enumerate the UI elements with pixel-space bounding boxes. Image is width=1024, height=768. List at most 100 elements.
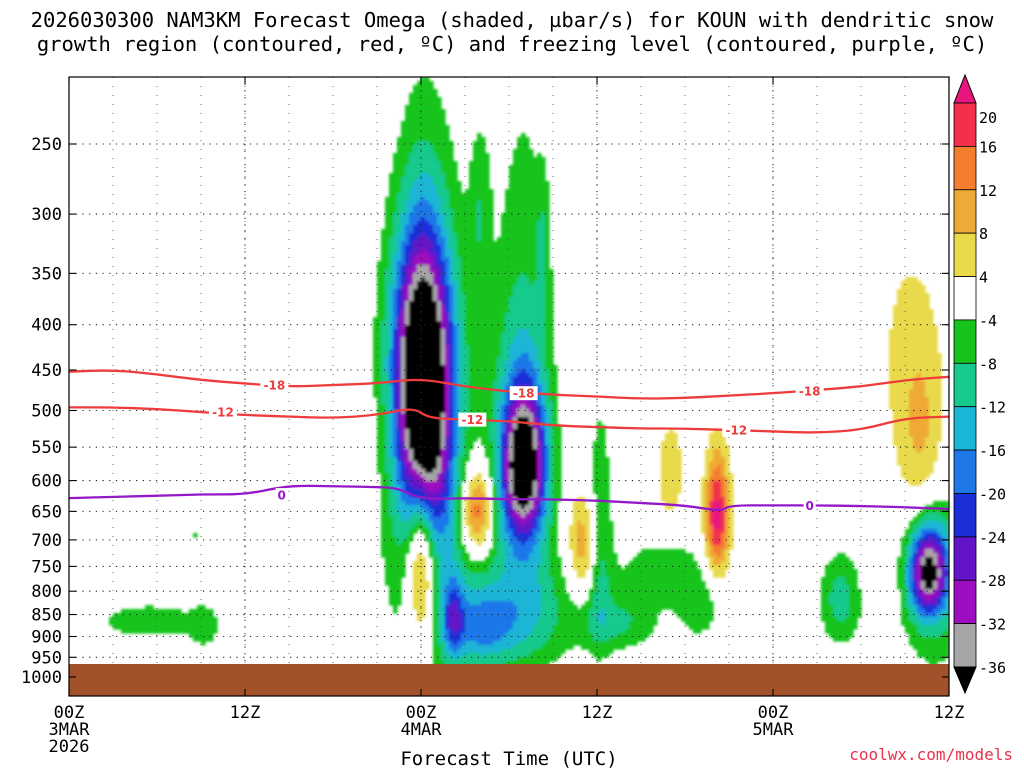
omega-cell — [505, 209, 510, 214]
omega-cell — [509, 281, 514, 286]
omega-cell — [381, 317, 386, 322]
omega-cell — [913, 353, 918, 358]
omega-cell — [509, 309, 514, 314]
omega-cell — [481, 353, 486, 358]
omega-cell — [461, 433, 466, 438]
omega-cell — [541, 249, 546, 254]
omega-cell — [905, 425, 910, 430]
omega-cell — [405, 173, 410, 178]
omega-cell — [413, 245, 418, 250]
omega-cell — [529, 165, 534, 170]
omega-cell — [469, 373, 474, 378]
omega-cell — [469, 349, 474, 354]
omega-cell — [677, 473, 682, 478]
omega-cell — [409, 373, 414, 378]
omega-cell — [481, 485, 486, 490]
omega-cell — [605, 473, 610, 478]
omega-cell — [445, 433, 450, 438]
omega-cell — [925, 385, 930, 390]
omega-cell — [505, 377, 510, 382]
omega-cell — [413, 281, 418, 286]
omega-cell — [553, 405, 558, 410]
omega-cell — [909, 425, 914, 430]
omega-cell — [917, 333, 922, 338]
omega-cell — [537, 201, 542, 206]
omega-cell — [481, 149, 486, 154]
omega-cell — [541, 229, 546, 234]
omega-cell — [413, 337, 418, 342]
omega-cell — [417, 225, 422, 230]
omega-cell — [537, 365, 542, 370]
omega-cell — [481, 409, 486, 414]
omega-cell — [661, 473, 666, 478]
omega-cell — [445, 449, 450, 454]
omega-cell — [541, 489, 546, 494]
omega-cell — [393, 421, 398, 426]
omega-cell — [897, 401, 902, 406]
omega-cell — [933, 449, 938, 454]
omega-cell — [541, 273, 546, 278]
omega-cell — [509, 185, 514, 190]
omega-cell — [405, 209, 410, 214]
omega-cell — [449, 181, 454, 186]
omega-cell — [389, 245, 394, 250]
omega-cell — [441, 309, 446, 314]
omega-cell — [457, 505, 462, 510]
omega-cell — [429, 117, 434, 122]
omega-cell — [473, 285, 478, 290]
omega-cell — [913, 345, 918, 350]
omega-cell — [465, 513, 470, 518]
omega-cell — [497, 325, 502, 330]
omega-cell — [425, 233, 430, 238]
omega-cell — [429, 325, 434, 330]
omega-cell — [389, 233, 394, 238]
omega-cell — [481, 305, 486, 310]
omega-cell — [925, 365, 930, 370]
omega-cell — [497, 433, 502, 438]
omega-cell — [545, 241, 550, 246]
omega-cell — [437, 105, 442, 110]
omega-cell — [397, 333, 402, 338]
omega-cell — [429, 113, 434, 118]
omega-cell — [469, 437, 474, 442]
omega-cell — [529, 257, 534, 262]
omega-cell — [509, 365, 514, 370]
omega-cell — [521, 245, 526, 250]
omega-cell — [529, 313, 534, 318]
omega-cell — [553, 513, 558, 518]
omega-cell — [917, 429, 922, 434]
omega-cell — [425, 201, 430, 206]
omega-cell — [525, 361, 530, 366]
omega-cell — [537, 245, 542, 250]
omega-cell — [441, 409, 446, 414]
omega-cell — [517, 329, 522, 334]
omega-cell — [401, 285, 406, 290]
omega-cell — [389, 405, 394, 410]
omega-cell — [409, 213, 414, 218]
omega-cell — [385, 361, 390, 366]
omega-cell — [901, 453, 906, 458]
omega-cell — [505, 229, 510, 234]
omega-cell — [393, 473, 398, 478]
omega-cell — [461, 337, 466, 342]
omega-cell — [905, 453, 910, 458]
omega-cell — [449, 389, 454, 394]
omega-cell — [477, 185, 482, 190]
omega-cell — [893, 377, 898, 382]
omega-cell — [545, 357, 550, 362]
omega-cell — [441, 177, 446, 182]
omega-cell — [405, 293, 410, 298]
omega-cell — [393, 249, 398, 254]
omega-cell — [461, 249, 466, 254]
omega-cell — [477, 245, 482, 250]
omega-cell — [461, 461, 466, 466]
omega-cell — [597, 477, 602, 482]
omega-cell — [453, 325, 458, 330]
omega-cell — [517, 513, 522, 518]
omega-cell — [497, 521, 502, 526]
omega-cell — [433, 141, 438, 146]
omega-cell — [421, 517, 426, 522]
omega-cell — [573, 505, 578, 510]
omega-cell — [389, 229, 394, 234]
omega-cell — [485, 205, 490, 210]
